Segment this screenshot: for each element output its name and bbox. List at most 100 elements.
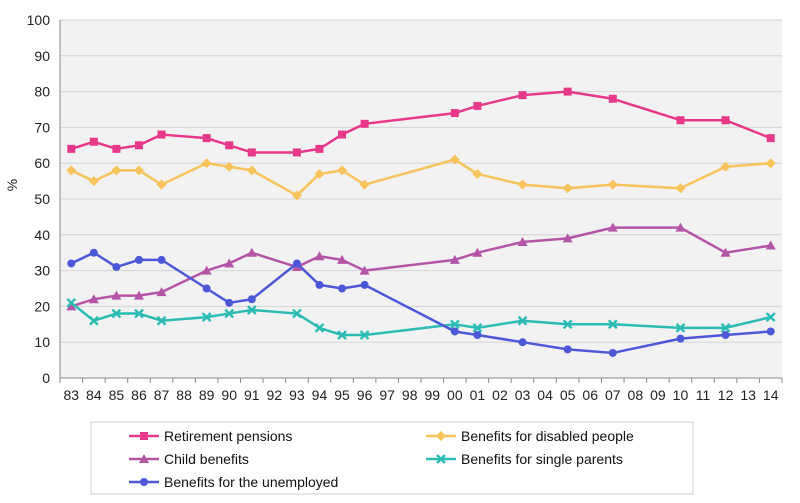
series-2	[66, 222, 776, 311]
data-point	[88, 315, 99, 326]
data-point	[608, 94, 617, 103]
data-point	[473, 101, 482, 110]
legend-item: Child benefits	[129, 451, 249, 467]
y-axis-title: %	[4, 179, 20, 191]
data-point	[359, 265, 370, 275]
data-point	[449, 319, 460, 330]
data-point	[201, 265, 212, 275]
x-tick-label: 84	[86, 387, 102, 403]
x-tick-label: 09	[650, 387, 666, 403]
x-tick-label: 95	[334, 387, 350, 403]
data-point	[202, 134, 211, 143]
y-tick-label: 100	[27, 12, 51, 28]
x-tick-label: 12	[718, 387, 734, 403]
data-point	[133, 290, 144, 300]
data-point	[291, 190, 302, 201]
x-tick-label: 91	[244, 387, 260, 403]
data-point	[337, 165, 348, 176]
data-point	[111, 165, 122, 176]
data-point	[224, 308, 235, 319]
x-tick-label: 02	[492, 387, 508, 403]
data-point	[89, 137, 98, 146]
gridlines	[60, 19, 782, 343]
data-point	[518, 338, 527, 347]
data-point	[134, 308, 144, 319]
data-point	[314, 251, 325, 261]
legend-item: Benefits for the unemployed	[129, 474, 338, 490]
x-tick-label: 85	[109, 387, 125, 403]
data-point	[112, 263, 121, 272]
data-point	[202, 284, 211, 293]
data-point	[337, 254, 348, 264]
x-tick-label: 99	[424, 387, 440, 403]
x-tick-label: 06	[582, 387, 598, 403]
x-tick-label: 05	[560, 387, 576, 403]
data-point	[156, 179, 167, 190]
x-tick-label: 14	[763, 387, 779, 403]
data-point	[563, 345, 572, 354]
legend-label: Benefits for disabled people	[461, 428, 634, 444]
x-tick-label: 00	[447, 387, 463, 403]
legend-item: Benefits for single parents	[426, 451, 623, 467]
data-point	[111, 290, 122, 300]
series-3	[66, 297, 776, 340]
data-point	[472, 323, 483, 333]
data-point	[111, 308, 122, 319]
data-point	[607, 222, 618, 232]
data-point	[360, 119, 369, 128]
data-point	[156, 287, 167, 297]
data-point	[157, 255, 166, 264]
x-tick-label: 97	[379, 387, 395, 403]
data-point	[156, 315, 167, 326]
data-point	[517, 315, 528, 326]
data-point	[314, 323, 325, 333]
data-point	[472, 247, 483, 257]
data-point	[337, 330, 347, 340]
data-point	[765, 240, 776, 250]
y-tick-label: 30	[34, 263, 50, 279]
data-point	[224, 258, 235, 268]
data-point	[134, 141, 143, 150]
data-point	[562, 183, 573, 194]
data-point	[449, 254, 460, 264]
data-point	[473, 331, 482, 340]
data-point	[157, 130, 166, 139]
data-point	[246, 247, 257, 257]
x-tick-label: 98	[402, 387, 418, 403]
data-point	[766, 134, 775, 143]
x-tick-label: 96	[357, 387, 373, 403]
series-line	[70, 226, 771, 308]
data-point	[720, 323, 731, 333]
data-point	[66, 301, 77, 311]
legend-item: Retirement pensions	[129, 428, 292, 444]
data-point	[225, 298, 234, 307]
legend-marker	[139, 454, 149, 463]
legend-label: Child benefits	[164, 451, 249, 467]
data-point	[359, 330, 370, 340]
data-point	[67, 259, 76, 268]
x-tick-label: 90	[221, 387, 237, 403]
data-point	[338, 284, 347, 293]
legend-box	[90, 421, 694, 495]
data-point	[676, 116, 685, 125]
y-tick-label: 20	[34, 298, 50, 314]
data-point	[88, 176, 99, 187]
data-point	[450, 327, 459, 336]
data-point	[765, 158, 776, 169]
data-point	[765, 312, 776, 322]
legend-marker	[436, 454, 446, 464]
data-point	[314, 168, 325, 179]
series-lines	[66, 87, 776, 357]
legend-marker	[140, 432, 148, 440]
data-point	[517, 236, 528, 246]
x-tick-label: 10	[673, 387, 689, 403]
y-tick-label: 0	[42, 370, 50, 386]
data-point	[359, 179, 370, 190]
data-point	[563, 87, 572, 96]
data-point	[562, 319, 573, 330]
data-point	[607, 319, 618, 330]
data-point	[721, 331, 730, 340]
legend-marker	[140, 478, 148, 486]
